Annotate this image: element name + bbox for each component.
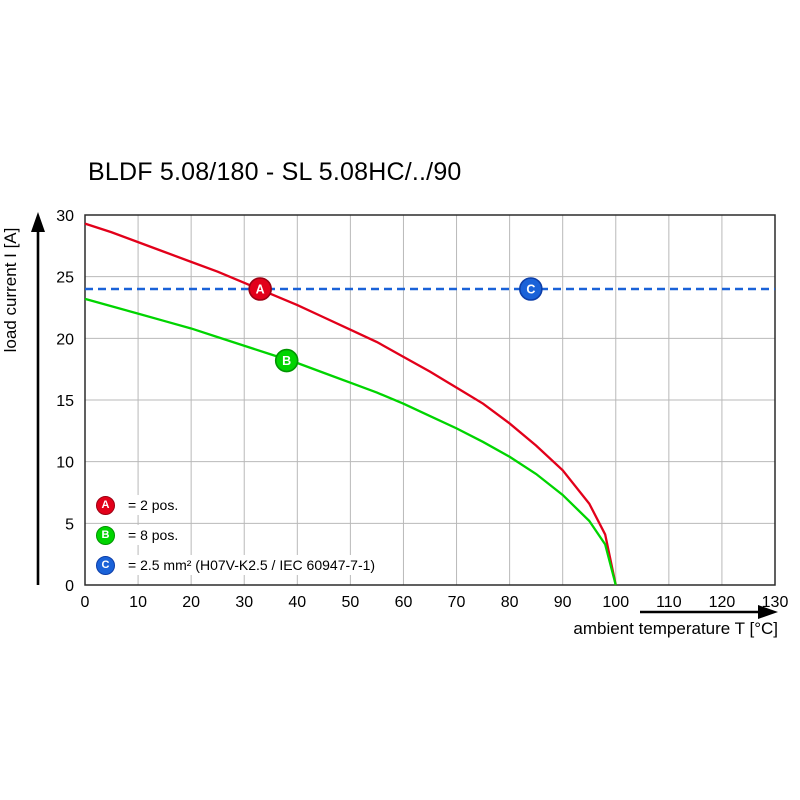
svg-text:0: 0 — [81, 594, 90, 611]
svg-text:100: 100 — [602, 594, 629, 611]
svg-text:120: 120 — [709, 594, 736, 611]
svg-text:130: 130 — [762, 594, 789, 611]
svg-text:0: 0 — [65, 578, 74, 595]
marker-c-icon: C — [96, 555, 115, 575]
legend-item-c: C = 2.5 mm² (H07V-K2.5 / IEC 60947-7-1) — [96, 554, 381, 576]
svg-text:90: 90 — [554, 594, 572, 611]
legend-label-c: = 2.5 mm² (H07V-K2.5 / IEC 60947-7-1) — [123, 555, 381, 575]
svg-text:20: 20 — [182, 594, 200, 611]
page-title: BLDF 5.08/180 - SL 5.08HC/../90 — [88, 158, 462, 186]
svg-text:30: 30 — [235, 594, 253, 611]
svg-text:110: 110 — [656, 594, 682, 611]
series-layer — [84, 222, 775, 586]
svg-text:30: 30 — [56, 208, 74, 225]
tick-labels: 0 10 20 30 40 50 60 70 80 90 100 110 120 130 0 5 10 15 20 2… — [56, 208, 788, 611]
legend-label-b: = 8 pos. — [123, 525, 184, 545]
svg-text:15: 15 — [56, 393, 74, 410]
legend-item-a: A = 2 pos. — [96, 494, 380, 516]
svg-text:70: 70 — [448, 594, 466, 611]
svg-text:10: 10 — [56, 455, 74, 472]
curve-markers: A B C — [248, 277, 543, 373]
svg-text:10: 10 — [129, 594, 147, 611]
svg-text:B: B — [282, 354, 291, 368]
chart-legend: A = 2 pos. B = 8 pos. C = 2.5 mm² (H07V-… — [96, 494, 381, 584]
marker-b-icon: B — [96, 525, 115, 545]
x-axis-arrow-icon — [640, 605, 778, 619]
y-axis-label: load current I [A] — [1, 228, 20, 353]
svg-text:80: 80 — [501, 594, 519, 611]
grid-layer — [84, 214, 776, 586]
marker-a-icon: A — [96, 495, 115, 515]
x-axis-label: ambient temperature T [°C] — [573, 619, 778, 638]
svg-text:40: 40 — [288, 594, 306, 611]
svg-text:20: 20 — [56, 331, 74, 348]
legend-item-b: B = 8 pos. — [96, 524, 380, 546]
svg-text:5: 5 — [65, 516, 74, 533]
y-axis-arrow-icon — [31, 212, 45, 585]
legend-label-a: = 2 pos. — [123, 495, 184, 515]
svg-text:C: C — [526, 283, 535, 297]
svg-text:50: 50 — [341, 594, 359, 611]
svg-text:60: 60 — [395, 594, 413, 611]
svg-text:A: A — [256, 283, 265, 297]
svg-text:25: 25 — [56, 270, 74, 287]
